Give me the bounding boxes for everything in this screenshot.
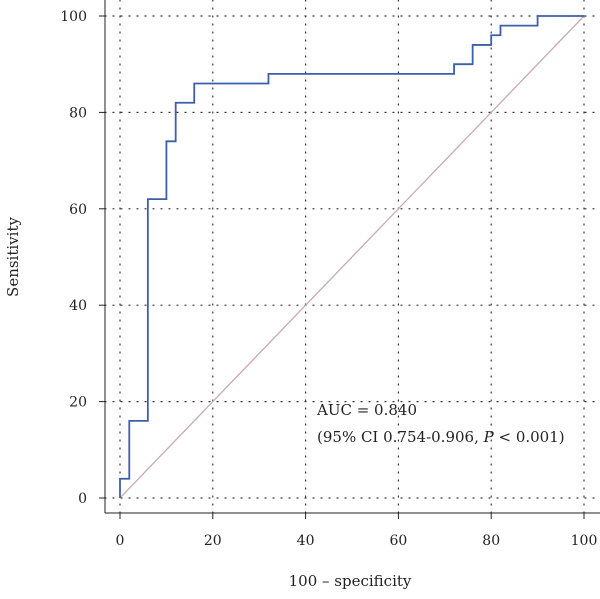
- y-tick-label: 100: [60, 9, 87, 25]
- reference-line: [119, 15, 585, 499]
- grid: [104, 0, 600, 514]
- axes: [99, 0, 600, 519]
- ci-prefix: (95% CI 0.754-0.906,: [317, 428, 484, 446]
- x-tick-label: 100: [571, 533, 598, 549]
- x-tick-label: 80: [482, 533, 500, 549]
- roc-curve: [119, 15, 584, 498]
- x-axis-label: 100 – specificity: [289, 572, 412, 590]
- auc-annotation: AUC = 0.840: [316, 401, 417, 419]
- x-tick-label: 40: [297, 533, 315, 549]
- y-tick-label: 20: [69, 395, 87, 411]
- x-tick-label: 0: [116, 533, 125, 549]
- ci-annotation: (95% CI 0.754-0.906, P < 0.001): [317, 428, 565, 446]
- series-layer: [119, 15, 585, 499]
- p-symbol: P: [483, 428, 495, 446]
- tick-labels: 0 20 40 60 80 100 0 20 40 60 80 100: [60, 9, 597, 549]
- x-tick-label: 20: [204, 533, 222, 549]
- y-tick-label: 60: [69, 202, 87, 218]
- y-tick-label: 40: [69, 298, 87, 314]
- p-suffix: < 0.001): [494, 428, 565, 446]
- y-tick-label: 80: [69, 105, 87, 121]
- y-tick-label: 0: [78, 491, 87, 507]
- x-tick-label: 60: [389, 533, 407, 549]
- y-axis-label: Sensitivity: [4, 217, 22, 297]
